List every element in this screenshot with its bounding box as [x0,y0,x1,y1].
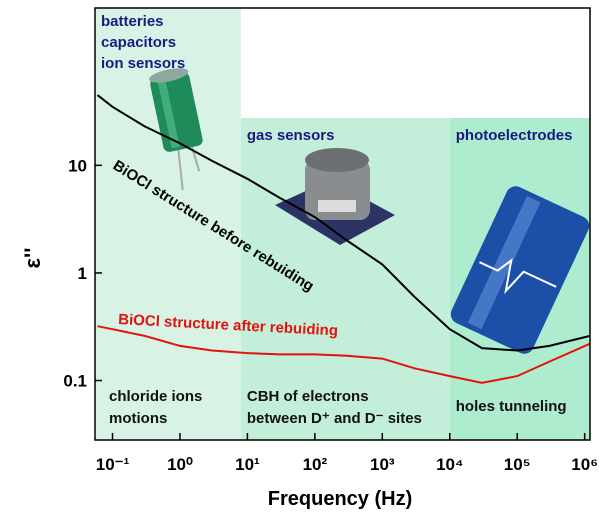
region-bottom-label: between D⁺ and D⁻ sites [247,410,422,427]
region-bottom-label: holes tunneling [456,398,567,415]
x-tick-label: 10⁵ [504,455,531,474]
x-tick-label: 10⁶ [571,455,598,474]
x-tick-label: 10² [303,455,328,474]
region-bottom-label: CBH of electrons [247,388,369,405]
region-bottom-label: motions [109,410,167,427]
region-top-label: ion sensors [101,55,185,72]
x-axis-label: Frequency (Hz) [268,488,412,510]
y-tick-label: 1 [78,264,87,283]
region-top-label: gas sensors [247,127,335,144]
x-tick-label: 10⁰ [167,455,193,474]
y-tick-label: 0.1 [63,372,87,391]
y-axis-label: ε'' [20,248,45,269]
x-tick-label: 10⁻¹ [96,455,130,474]
chart: batteries capacitors ion sensors chloride i… [0,0,599,521]
x-tick-label: 10¹ [235,455,260,474]
x-tick-label: 10⁴ [436,455,463,474]
x-tick-label: 10³ [370,455,395,474]
region-top-label: capacitors [101,34,176,51]
region-top-label: batteries [101,13,164,30]
y-tick-label: 10 [68,156,87,175]
region-bottom-label: chloride ions [109,388,202,405]
region-top-label: photoelectrodes [456,127,573,144]
